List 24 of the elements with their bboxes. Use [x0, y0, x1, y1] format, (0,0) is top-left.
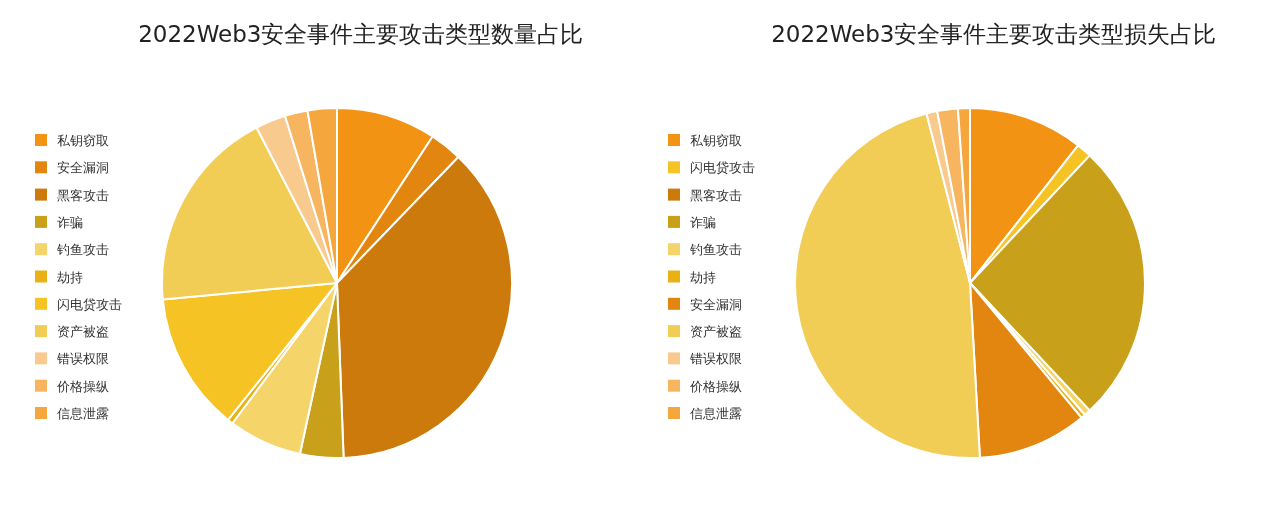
legend-label: 诈骗 — [690, 214, 716, 230]
legend-label: 劫持 — [57, 269, 83, 285]
legend-label: 劫持 — [690, 269, 716, 285]
legend-label: 诈骗 — [57, 214, 83, 230]
chart-title: 2022Web3安全事件主要攻击类型损失占比 — [771, 21, 1217, 47]
legend-label: 私钥窃取 — [57, 133, 109, 148]
legend-label: 错误权限 — [689, 351, 742, 367]
legend-label: 钓鱼攻击 — [689, 242, 742, 258]
legend-label: 黑客攻击 — [57, 187, 109, 203]
legend-label: 错误权限 — [56, 351, 109, 367]
legend-label: 安全漏洞 — [57, 160, 109, 176]
legend-label: 价格操纵 — [689, 378, 742, 394]
legend-label: 资产被盗 — [57, 324, 109, 340]
chart-title: 2022Web3安全事件主要攻击类型数量占比 — [138, 21, 584, 47]
legend-label: 黑客攻击 — [690, 187, 742, 203]
legend-label: 资产被盗 — [690, 324, 742, 340]
legend-label: 价格操纵 — [56, 378, 109, 394]
legend-label: 闪电贷攻击 — [690, 160, 755, 176]
legend-label: 闪电贷攻击 — [57, 296, 122, 312]
legend-label: 钓鱼攻击 — [56, 242, 109, 258]
legend-label: 私钥窃取 — [690, 133, 742, 148]
legend-label: 安全漏洞 — [690, 296, 742, 312]
legend-label: 信息泄露 — [690, 406, 742, 421]
legend-label: 信息泄露 — [57, 406, 109, 421]
